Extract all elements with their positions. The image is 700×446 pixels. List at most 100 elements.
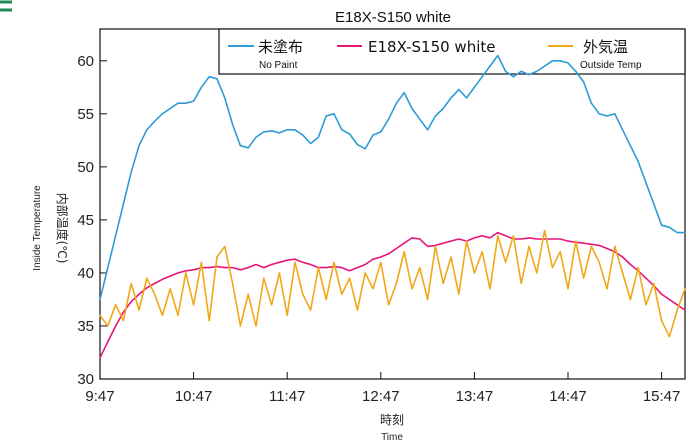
data-point bbox=[614, 113, 616, 115]
data-point bbox=[138, 293, 140, 295]
data-point bbox=[325, 298, 327, 301]
data-point bbox=[216, 78, 218, 80]
data-point bbox=[154, 293, 156, 295]
data-point bbox=[544, 229, 546, 232]
data-point bbox=[622, 129, 624, 131]
series-layer bbox=[99, 54, 686, 359]
data-point bbox=[676, 304, 678, 306]
y-axis-subtitle: Inside Temperature bbox=[32, 185, 43, 271]
data-point bbox=[505, 70, 507, 72]
data-point bbox=[115, 235, 117, 237]
data-point bbox=[333, 113, 335, 115]
series-outside-temp-line bbox=[99, 229, 686, 338]
data-point bbox=[403, 251, 405, 253]
data-point bbox=[637, 267, 639, 269]
data-point bbox=[661, 224, 663, 226]
data-point bbox=[606, 247, 608, 250]
data-point bbox=[177, 272, 179, 274]
data-point bbox=[520, 282, 522, 285]
data-point bbox=[263, 267, 265, 269]
data-point bbox=[512, 76, 515, 78]
data-point bbox=[138, 309, 140, 311]
data-point bbox=[341, 293, 343, 295]
data-point bbox=[286, 314, 288, 316]
data-point bbox=[255, 263, 257, 266]
data-point bbox=[232, 267, 234, 269]
y-tick-label: 50 bbox=[77, 159, 94, 176]
y-axis-subtitle-group: Inside Temperature bbox=[32, 185, 43, 271]
y-axis-title-group: 内部温度(℃) bbox=[55, 193, 70, 264]
data-point bbox=[294, 258, 296, 260]
data-point bbox=[528, 237, 530, 239]
data-point bbox=[450, 256, 452, 258]
y-tick-label: 45 bbox=[77, 212, 94, 229]
data-point bbox=[380, 256, 382, 258]
data-point bbox=[349, 277, 351, 279]
data-point bbox=[559, 60, 561, 62]
data-point bbox=[653, 282, 655, 285]
data-point bbox=[419, 118, 421, 120]
data-point bbox=[567, 240, 569, 242]
y-tick-label: 55 bbox=[77, 106, 94, 123]
series-outside-temp bbox=[99, 229, 686, 338]
corner-mark-icon bbox=[0, 0, 12, 12]
data-point bbox=[388, 304, 390, 306]
data-point bbox=[528, 74, 530, 76]
data-point bbox=[216, 266, 218, 268]
data-point bbox=[115, 325, 117, 327]
data-point bbox=[684, 288, 686, 290]
data-point bbox=[676, 232, 678, 234]
data-point bbox=[146, 129, 148, 131]
data-point bbox=[224, 245, 226, 247]
data-point bbox=[208, 320, 210, 322]
data-point bbox=[302, 293, 304, 295]
x-tick-label: 11:47 bbox=[269, 388, 305, 405]
data-point bbox=[310, 309, 312, 311]
data-point bbox=[364, 263, 366, 266]
data-point bbox=[559, 238, 561, 240]
x-tick-label: 13:47 bbox=[456, 388, 494, 405]
data-point bbox=[302, 261, 304, 263]
data-point bbox=[473, 272, 475, 274]
series-no-paint-line bbox=[99, 54, 685, 300]
x-axis: 9:47 10:47 11:47 12:47 13:47 14:47 15:47 bbox=[85, 372, 680, 405]
data-point bbox=[200, 86, 202, 88]
data-point bbox=[193, 269, 195, 271]
data-point bbox=[520, 70, 522, 72]
data-point bbox=[419, 238, 421, 240]
data-point bbox=[427, 129, 429, 131]
data-point bbox=[528, 245, 530, 247]
data-point bbox=[372, 134, 374, 136]
data-point bbox=[629, 145, 632, 147]
data-point bbox=[567, 62, 569, 64]
data-point bbox=[583, 242, 585, 244]
data-point bbox=[208, 76, 210, 78]
data-point bbox=[434, 115, 436, 117]
data-point bbox=[286, 129, 288, 131]
data-point bbox=[107, 267, 109, 269]
data-point bbox=[161, 278, 163, 280]
data-point bbox=[637, 161, 639, 163]
data-point bbox=[676, 309, 678, 311]
data-point bbox=[372, 258, 374, 260]
data-point bbox=[661, 320, 663, 322]
data-point bbox=[598, 261, 600, 263]
data-point bbox=[598, 244, 600, 246]
data-point bbox=[232, 123, 234, 126]
x-tick-label: 14:47 bbox=[549, 388, 587, 405]
data-point bbox=[216, 256, 218, 258]
data-point bbox=[411, 237, 413, 239]
data-point bbox=[411, 107, 413, 110]
data-point bbox=[590, 243, 593, 245]
data-point bbox=[302, 134, 304, 136]
data-point bbox=[239, 325, 241, 327]
legend-label-e18x-white: E18X-S150 white bbox=[368, 38, 495, 56]
data-point bbox=[278, 272, 280, 274]
data-point bbox=[122, 203, 124, 205]
data-point bbox=[232, 282, 234, 285]
data-point bbox=[544, 238, 546, 240]
data-point bbox=[598, 113, 600, 115]
legend-sublabel-no-paint: No Paint bbox=[259, 60, 298, 71]
data-point bbox=[224, 97, 226, 99]
data-point bbox=[310, 263, 312, 266]
